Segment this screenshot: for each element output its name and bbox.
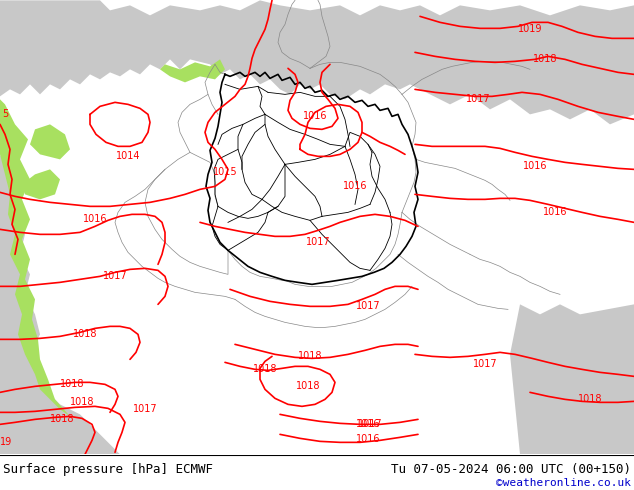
Text: Surface pressure [hPa] ECMWF: Surface pressure [hPa] ECMWF	[3, 463, 213, 476]
Text: 1017: 1017	[358, 419, 382, 429]
Text: 1016: 1016	[523, 161, 547, 172]
Text: 1015: 1015	[212, 168, 237, 177]
Text: 1016: 1016	[303, 111, 327, 122]
Text: 1017: 1017	[473, 359, 497, 369]
Text: 1017: 1017	[133, 404, 157, 415]
Text: 1018: 1018	[295, 381, 320, 392]
Text: 1016: 1016	[83, 214, 107, 224]
Text: 1017: 1017	[356, 301, 380, 311]
Text: 5: 5	[2, 109, 8, 120]
Text: 1016: 1016	[543, 207, 567, 218]
Text: 1018: 1018	[70, 397, 94, 407]
Polygon shape	[0, 0, 634, 124]
Text: 1016: 1016	[343, 181, 367, 192]
Text: 1014: 1014	[116, 151, 140, 161]
Text: 1017: 1017	[466, 95, 490, 104]
Text: 1018: 1018	[49, 415, 74, 424]
Text: 1018: 1018	[533, 54, 557, 64]
Text: Tu 07-05-2024 06:00 UTC (00+150): Tu 07-05-2024 06:00 UTC (00+150)	[391, 463, 631, 476]
Polygon shape	[160, 59, 225, 82]
Polygon shape	[30, 124, 70, 159]
Text: ©weatheronline.co.uk: ©weatheronline.co.uk	[496, 478, 631, 488]
Text: 1017: 1017	[306, 237, 330, 247]
Text: 19: 19	[0, 438, 12, 447]
Polygon shape	[0, 99, 70, 417]
Text: 1019: 1019	[518, 24, 542, 34]
Text: 1018: 1018	[60, 379, 84, 390]
Polygon shape	[22, 170, 60, 199]
Text: 1018: 1018	[578, 394, 602, 404]
Text: 1018: 1018	[298, 351, 322, 361]
Text: 1016: 1016	[356, 434, 380, 444]
Text: 1018: 1018	[73, 329, 97, 340]
Text: 1017: 1017	[103, 271, 127, 281]
Text: 1016: 1016	[356, 419, 380, 429]
Polygon shape	[510, 304, 634, 454]
Text: 1018: 1018	[253, 365, 277, 374]
Polygon shape	[0, 0, 120, 454]
